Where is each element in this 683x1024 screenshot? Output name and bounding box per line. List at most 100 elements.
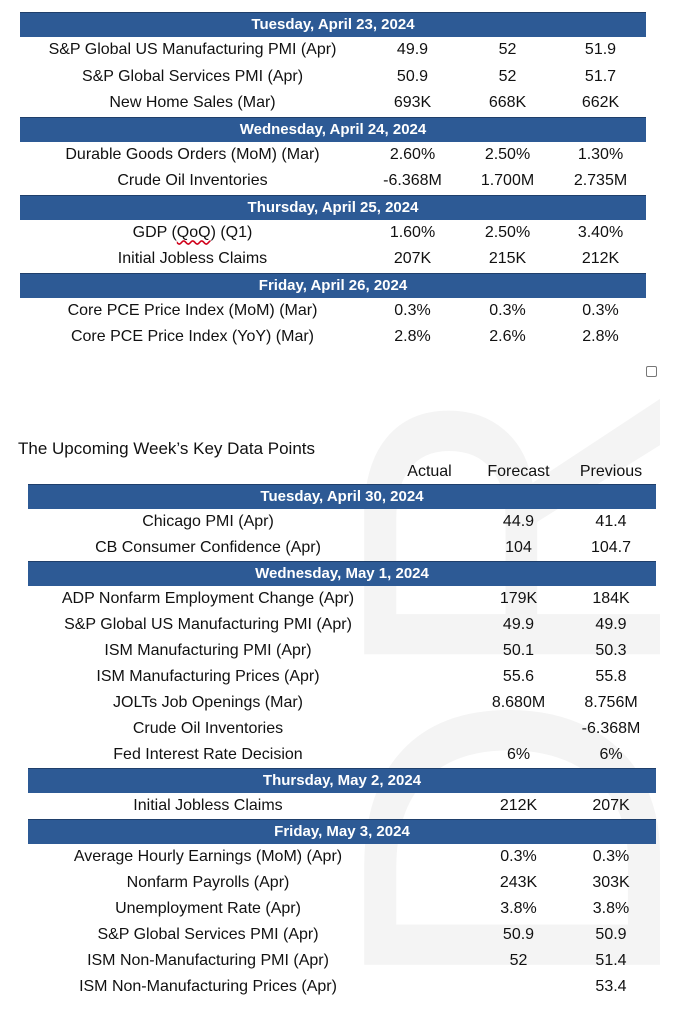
event-name: Core PCE Price Index (YoY) (Mar) xyxy=(70,328,315,345)
column-header-event xyxy=(28,463,388,481)
event-name: Core PCE Price Index (MoM) (Mar) xyxy=(67,301,318,319)
previous-value: 3.8% xyxy=(592,900,630,917)
event-name: ISM Non-Manufacturing PMI (Apr) xyxy=(87,952,329,969)
event-name-suffix: ) (Q1) xyxy=(210,223,253,241)
event-name: GDP (QoQ) (Q1) xyxy=(20,220,365,247)
table-row: Chicago PMI (Apr) 44.9 41.4 xyxy=(28,509,656,535)
actual-value xyxy=(388,638,471,664)
event-name: S&P Global Services PMI (Apr) xyxy=(97,926,319,943)
event-name: S&P Global Services PMI (Apr) xyxy=(81,67,304,85)
forecast-value: 52 xyxy=(498,41,517,58)
event-name: Average Hourly Earnings (MoM) (Apr) xyxy=(73,848,343,865)
date-header: Thursday, April 25, 2024 xyxy=(20,194,646,220)
previous-value: 212K xyxy=(581,250,620,267)
table-row: ISM Manufacturing PMI (Apr) 50.1 50.3 xyxy=(28,638,656,664)
forecast-value: 3.8% xyxy=(500,900,537,917)
previous-value: 51.7 xyxy=(584,67,617,85)
actual-value xyxy=(388,974,471,1000)
table-resize-handle[interactable] xyxy=(646,366,657,377)
forecast-value: 52 xyxy=(498,67,517,85)
event-name: Fed Interest Rate Decision xyxy=(113,746,303,763)
actual-value: 2.8% xyxy=(394,328,431,345)
event-name: Initial Jobless Claims xyxy=(117,250,268,267)
actual-value xyxy=(388,742,471,768)
event-name: Chicago PMI (Apr) xyxy=(142,513,274,530)
actual-value xyxy=(388,535,471,561)
results-table: Tuesday, April 23, 2024 S&P Global US Ma… xyxy=(20,12,646,351)
forecast-value: 50.9 xyxy=(502,926,535,943)
actual-value xyxy=(388,793,471,819)
event-name: S&P Global US Manufacturing PMI (Apr) xyxy=(48,41,337,58)
previous-value: 55.8 xyxy=(595,668,627,685)
previous-value: 50.9 xyxy=(595,926,627,943)
actual-value xyxy=(388,870,471,896)
date-header: Thursday, May 2, 2024 xyxy=(28,768,656,793)
forecast-value: 212K xyxy=(499,797,538,814)
previous-value: 8.756M xyxy=(584,694,638,711)
column-header-actual: Actual xyxy=(407,463,452,480)
actual-value: -6.368M xyxy=(383,172,442,189)
forecast-value: 668K xyxy=(488,94,527,111)
forecast-value xyxy=(471,974,566,1000)
previous-value: 41.4 xyxy=(595,513,627,530)
event-name: Initial Jobless Claims xyxy=(133,797,283,814)
forecast-value: 52 xyxy=(509,952,528,969)
previous-value: 6% xyxy=(599,746,623,763)
event-name: CB Consumer Confidence (Apr) xyxy=(95,539,321,556)
forecast-value: 243K xyxy=(499,874,538,891)
previous-value: 184K xyxy=(592,590,630,607)
forecast-value xyxy=(471,716,566,742)
previous-value: 104.7 xyxy=(590,539,632,556)
table-row: ISM Non-Manufacturing Prices (Apr) 53.4 xyxy=(28,974,656,1000)
table-row: ADP Nonfarm Employment Change (Apr) 179K… xyxy=(28,586,656,612)
event-name-prefix: GDP ( xyxy=(132,223,177,241)
table-row: JOLTs Job Openings (Mar) 8.680M 8.756M xyxy=(28,690,656,716)
previous-value: 2.735M xyxy=(573,172,628,189)
previous-value: 662K xyxy=(581,94,620,111)
table-row: Initial Jobless Claims 207K 215K 212K xyxy=(20,246,646,273)
actual-value xyxy=(388,896,471,922)
forecast-value: 6% xyxy=(506,746,531,763)
table-row: Average Hourly Earnings (MoM) (Apr) 0.3%… xyxy=(28,844,656,870)
event-name: ISM Non-Manufacturing Prices (Apr) xyxy=(79,978,337,995)
table-row: ISM Non-Manufacturing PMI (Apr) 52 51.4 xyxy=(28,948,656,974)
table-row: Core PCE Price Index (YoY) (Mar) 2.8% 2.… xyxy=(20,324,646,351)
actual-value: 693K xyxy=(393,94,432,111)
previous-value: 3.40% xyxy=(577,223,624,241)
table-row: Nonfarm Payrolls (Apr) 243K 303K xyxy=(28,870,656,896)
table-row: S&P Global Services PMI (Apr) 50.9 52 51… xyxy=(20,64,646,91)
date-header: Tuesday, April 23, 2024 xyxy=(20,12,646,37)
table-row: CB Consumer Confidence (Apr) 104 104.7 xyxy=(28,535,656,561)
event-name: Unemployment Rate (Apr) xyxy=(115,900,301,917)
event-name: Durable Goods Orders (MoM) (Mar) xyxy=(65,145,320,163)
table-row: GDP (QoQ) (Q1) 1.60% 2.50% 3.40% xyxy=(20,220,646,247)
table-row: Crude Oil Inventories -6.368M xyxy=(28,716,656,742)
column-header-forecast: Forecast xyxy=(487,463,550,480)
forecast-value: 104 xyxy=(505,539,532,556)
actual-value xyxy=(388,586,471,612)
previous-value: 49.9 xyxy=(595,616,627,633)
table-row: S&P Global US Manufacturing PMI (Apr) 49… xyxy=(20,37,646,64)
column-header-previous: Previous xyxy=(579,463,643,480)
actual-value xyxy=(388,690,471,716)
date-header: Tuesday, April 30, 2024 xyxy=(28,484,656,509)
actual-value: 1.60% xyxy=(389,223,436,241)
spellcheck-flagged-word: QoQ xyxy=(176,223,211,241)
event-name: ISM Manufacturing PMI (Apr) xyxy=(104,642,312,659)
forecast-value: 55.6 xyxy=(502,668,535,685)
event-name: JOLTs Job Openings (Mar) xyxy=(113,694,303,711)
actual-value: 0.3% xyxy=(394,301,431,319)
forecast-value: 0.3% xyxy=(489,301,526,319)
section-title: The Upcoming Week’s Key Data Points xyxy=(18,439,316,458)
previous-value: 53.4 xyxy=(595,978,627,995)
event-name: S&P Global US Manufacturing PMI (Apr) xyxy=(64,616,352,633)
date-header: Friday, April 26, 2024 xyxy=(20,272,646,298)
table-row: Crude Oil Inventories -6.368M 1.700M 2.7… xyxy=(20,168,646,195)
forecast-value: 179K xyxy=(499,590,538,607)
actual-value xyxy=(388,844,471,870)
event-name: ADP Nonfarm Employment Change (Apr) xyxy=(61,590,355,607)
actual-value xyxy=(388,922,471,948)
forecast-value: 2.50% xyxy=(484,145,531,163)
actual-value: 49.9 xyxy=(396,41,429,58)
actual-value: 50.9 xyxy=(396,67,429,85)
